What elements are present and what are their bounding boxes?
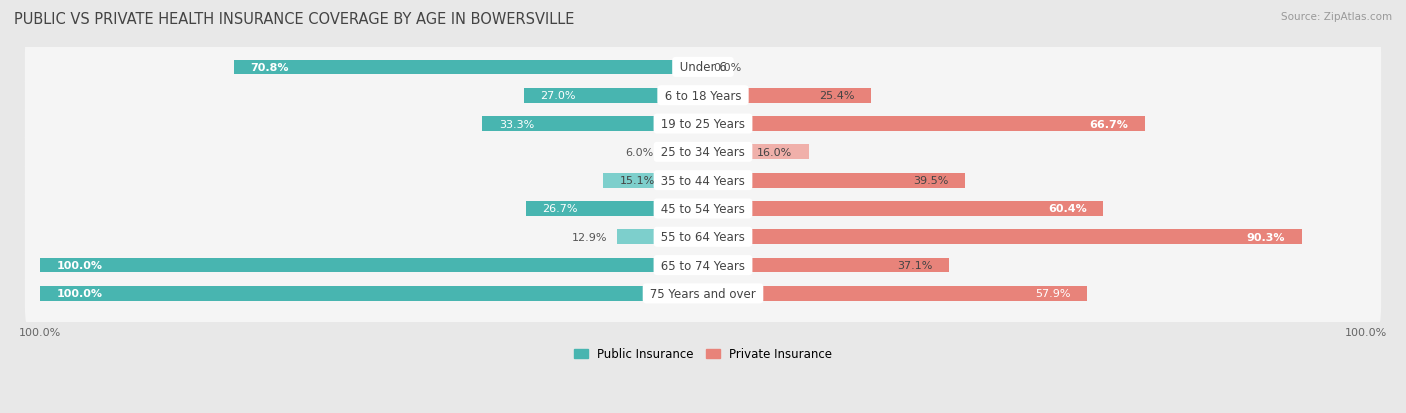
- Text: 39.5%: 39.5%: [912, 176, 948, 186]
- Bar: [703, 145, 808, 160]
- Bar: [664, 145, 703, 160]
- Bar: [233, 60, 703, 75]
- Bar: [703, 202, 1104, 216]
- FancyBboxPatch shape: [25, 32, 1381, 103]
- Legend: Public Insurance, Private Insurance: Public Insurance, Private Insurance: [569, 343, 837, 366]
- Bar: [703, 286, 1087, 301]
- Text: 27.0%: 27.0%: [540, 91, 576, 101]
- Text: 75 Years and over: 75 Years and over: [647, 287, 759, 300]
- Bar: [41, 258, 703, 273]
- Text: 57.9%: 57.9%: [1035, 289, 1070, 299]
- Bar: [703, 117, 1144, 132]
- Text: Under 6: Under 6: [676, 61, 730, 74]
- FancyBboxPatch shape: [25, 60, 1381, 132]
- Text: 26.7%: 26.7%: [543, 204, 578, 214]
- Text: 37.1%: 37.1%: [897, 261, 932, 271]
- FancyBboxPatch shape: [25, 230, 1381, 301]
- Text: 6 to 18 Years: 6 to 18 Years: [661, 90, 745, 102]
- Text: 6.0%: 6.0%: [626, 147, 654, 157]
- Text: 16.0%: 16.0%: [758, 147, 793, 157]
- Text: 90.3%: 90.3%: [1247, 232, 1285, 242]
- FancyBboxPatch shape: [25, 145, 1381, 216]
- FancyBboxPatch shape: [25, 202, 1381, 273]
- Bar: [617, 230, 703, 244]
- Text: 55 to 64 Years: 55 to 64 Years: [657, 231, 749, 244]
- Text: 33.3%: 33.3%: [499, 119, 534, 129]
- Bar: [703, 230, 1302, 244]
- Text: 35 to 44 Years: 35 to 44 Years: [657, 174, 749, 187]
- Text: 45 to 54 Years: 45 to 54 Years: [657, 202, 749, 216]
- Text: Source: ZipAtlas.com: Source: ZipAtlas.com: [1281, 12, 1392, 22]
- Text: 0.0%: 0.0%: [713, 63, 741, 73]
- Bar: [603, 173, 703, 188]
- Bar: [526, 202, 703, 216]
- Text: 60.4%: 60.4%: [1047, 204, 1087, 214]
- Text: 65 to 74 Years: 65 to 74 Years: [657, 259, 749, 272]
- Text: 66.7%: 66.7%: [1090, 119, 1129, 129]
- Bar: [41, 286, 703, 301]
- Bar: [703, 258, 949, 273]
- FancyBboxPatch shape: [25, 117, 1381, 188]
- Text: 70.8%: 70.8%: [250, 63, 288, 73]
- Text: 100.0%: 100.0%: [56, 261, 103, 271]
- Text: 25 to 34 Years: 25 to 34 Years: [657, 146, 749, 159]
- FancyBboxPatch shape: [25, 258, 1381, 329]
- FancyBboxPatch shape: [25, 173, 1381, 244]
- Text: 100.0%: 100.0%: [56, 289, 103, 299]
- FancyBboxPatch shape: [25, 89, 1381, 160]
- Text: 12.9%: 12.9%: [572, 232, 607, 242]
- Bar: [703, 173, 965, 188]
- Text: PUBLIC VS PRIVATE HEALTH INSURANCE COVERAGE BY AGE IN BOWERSVILLE: PUBLIC VS PRIVATE HEALTH INSURANCE COVER…: [14, 12, 575, 27]
- Bar: [703, 89, 872, 103]
- Text: 25.4%: 25.4%: [820, 91, 855, 101]
- Text: 19 to 25 Years: 19 to 25 Years: [657, 118, 749, 131]
- Bar: [524, 89, 703, 103]
- Text: 15.1%: 15.1%: [620, 176, 655, 186]
- Bar: [482, 117, 703, 132]
